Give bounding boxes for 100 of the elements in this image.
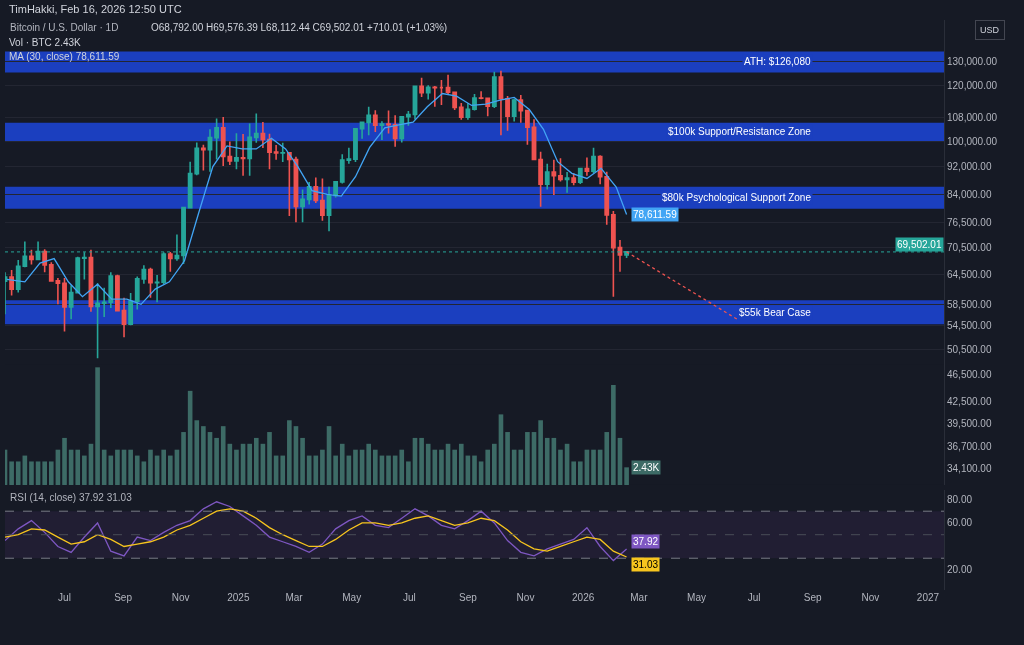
candlestick [319,177,325,222]
x-tick-label: 2025 [227,591,250,603]
candlestick [200,143,206,172]
bar [353,449,358,485]
y-tick-label: 36,700.00 [947,440,992,452]
candlestick [115,273,120,312]
bar [577,461,583,485]
y-tick-label: 39,500.00 [947,418,992,430]
candlestick [419,77,425,98]
candlestick [234,132,239,171]
candlestick [439,79,444,106]
candlestick [617,239,623,273]
bar [425,443,431,485]
candlestick [392,114,398,148]
bar [366,443,372,485]
bar [604,432,610,485]
candlestick [372,109,378,133]
x-tick-label: Sep [458,591,478,603]
candlestick [577,167,583,185]
candlestick [253,112,259,144]
candlestick [518,94,524,124]
candlestick [524,109,530,146]
bar [181,432,186,485]
bar [247,443,252,485]
chart-title: RSI (14, close) 37.92 31.03 [10,492,133,503]
y-tick-label: 80.00 [947,493,973,505]
candlestick [465,102,471,121]
bar [75,449,81,485]
annotation: 2.43K [633,462,660,473]
candlestick [260,121,266,149]
candlestick [591,146,596,175]
bar [194,420,200,485]
bar [525,432,530,485]
candlestick [538,150,544,208]
candlestick [313,176,319,204]
candlestick [62,277,67,333]
candlestick [333,180,339,199]
candlestick [353,127,358,163]
annotation: 78,611.59 [633,209,678,220]
line-series [6,92,628,305]
band-label: $100k Support/Resistance Zone [668,126,812,137]
y-tick-label: 54,500.00 [947,320,992,332]
bar [15,461,21,485]
candlestick [511,97,517,123]
bar [386,455,391,485]
candlestick [326,185,332,233]
x-tick-label: May [687,591,706,603]
x-tick-label: Mar [630,591,649,603]
x-tick-label: Jul [58,591,71,603]
x-tick-label: 2027 [916,591,940,603]
candlestick [128,292,134,327]
chart-title: Bitcoin / U.S. Dollar · 1D [10,22,119,33]
bar [115,449,120,485]
candlestick [379,120,385,141]
bar [333,455,338,485]
candlestick [273,144,279,161]
line-series [5,508,628,558]
candlestick [432,85,438,108]
y-tick-label: 58,500.00 [947,298,992,310]
ref-line-label: 69,502.01 [897,239,942,250]
annotation: MA (30, close) 78,611.59 [9,51,120,62]
bar [373,449,378,485]
candlestick [306,181,312,206]
bar [128,449,133,485]
bar [406,461,411,485]
bar [161,449,167,485]
y-tick-label: 120,000.00 [947,80,998,92]
bar [505,432,510,485]
bar [492,443,497,485]
candlestick [445,74,451,95]
x-tick-label: May [342,591,362,603]
bar [95,367,100,485]
bar [591,449,596,485]
bar [280,455,286,485]
candlestick [121,296,127,339]
candlestick [405,110,411,127]
y-tick-label: 70,500.00 [947,242,992,254]
candlestick [247,122,253,177]
candlestick [584,156,590,177]
bar [253,437,259,485]
x-tick-label: Nov [861,591,880,603]
bar [300,437,305,485]
candlestick [452,91,458,111]
y-tick-label: 46,500.00 [947,368,992,380]
annotation: O68,792.00 H69,576.39 L68,112.44 C69,502.01 +710.01 (+1.03%) [151,22,448,33]
y-tick-label: 108,000.00 [947,112,998,124]
text: TimHakki, Feb 16, 2026 12:50 UTC [9,3,182,15]
bar [9,461,14,485]
bar [267,432,272,485]
bar [42,461,47,485]
candlestick [399,115,405,144]
y-tick-label: 76,500.00 [947,217,992,229]
candlestick [267,132,272,171]
candlestick [95,282,100,360]
bar [339,443,345,485]
candlestick [505,95,510,132]
annotation: 37.92 [633,536,659,547]
bar [48,461,54,485]
bar [485,449,491,485]
candlestick [214,117,220,161]
